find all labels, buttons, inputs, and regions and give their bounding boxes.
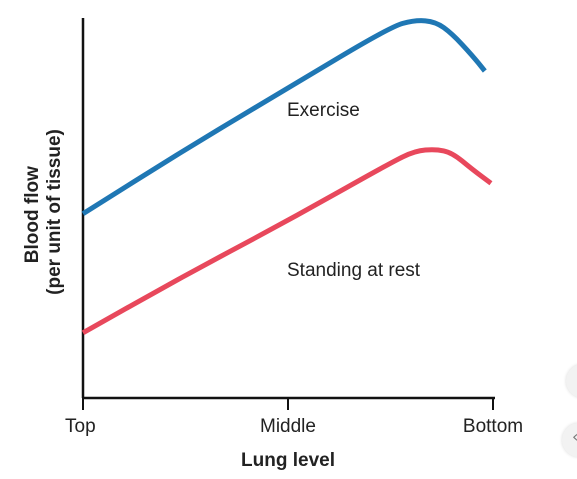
series-line-1 xyxy=(81,147,493,335)
side-control-button-1[interactable] xyxy=(566,364,577,398)
x-tick-label: Top xyxy=(65,416,96,437)
series-label-0: Exercise xyxy=(287,100,360,121)
series-lines: Exercise Standing at rest xyxy=(81,18,493,335)
y-axis-title-line-2: (per unit of tissue) xyxy=(44,129,65,295)
x-tick-label: Bottom xyxy=(463,416,523,437)
x-ticks: Top Middle Bottom xyxy=(65,398,523,437)
side-control-button-2[interactable]: ‹ xyxy=(562,423,577,457)
side-control-icon: ‹ xyxy=(572,427,577,446)
series-line-0 xyxy=(81,18,487,216)
x-tick-label: Middle xyxy=(260,416,316,437)
series-label-1: Standing at rest xyxy=(287,260,421,281)
x-axis-title: Lung level xyxy=(241,450,335,471)
y-axis-title: Blood flow (per unit of tissue) xyxy=(22,129,65,295)
y-axis-title-line-1: Blood flow xyxy=(22,166,43,263)
